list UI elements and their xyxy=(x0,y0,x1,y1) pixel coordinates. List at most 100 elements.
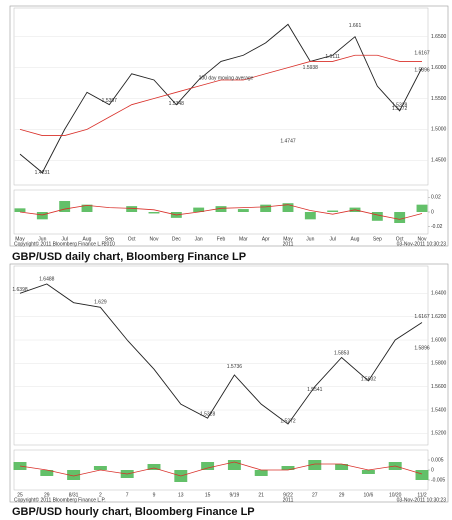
price-line xyxy=(19,54,422,136)
price-annotation: 1.5272 xyxy=(280,418,296,424)
x-tick-label: 25 xyxy=(17,492,23,498)
indicator-bar xyxy=(67,470,81,480)
x-tick-label: Dec xyxy=(172,236,181,242)
indicator-bar xyxy=(193,207,205,212)
y-tick-label: 1.5600 xyxy=(431,384,447,390)
x-tick-label: 21 xyxy=(258,492,264,498)
indicator-bar xyxy=(237,209,249,212)
x-tick-label: 27 xyxy=(312,492,318,498)
chart-caption: GBP/USD daily chart, Bloomberg Finance L… xyxy=(12,251,246,263)
x-tick-label: Feb xyxy=(217,236,226,242)
indicator-bar xyxy=(36,212,48,220)
ma-annotation: 200 day moving average xyxy=(199,75,254,81)
x-tick-label: May xyxy=(283,236,293,242)
indicator-bar xyxy=(126,206,138,212)
y-tick-label: 1.6400 xyxy=(431,291,447,297)
x-tick-label: 13 xyxy=(178,492,184,498)
indicator-bar xyxy=(361,470,375,474)
indicator-bar xyxy=(416,204,428,212)
y-tick-label: 1.5000 xyxy=(431,127,447,133)
y-tick-label: 1.4500 xyxy=(431,158,447,164)
price-annotation: 1.5736 xyxy=(227,364,243,370)
y-tick-label: 1.6000 xyxy=(431,337,447,343)
y-tick-label: 1.6500 xyxy=(431,34,447,40)
timestamp: 03-Nov-2011 10:30:23 xyxy=(397,241,447,247)
copyright: Copyright© 2011 Bloomberg Finance L.P. xyxy=(14,240,106,247)
y-tick-label: 1.5400 xyxy=(431,407,447,413)
x-tick-label: Jan xyxy=(195,236,203,242)
x-tick-label: Jul xyxy=(329,236,335,242)
price-annotation: 1.5541 xyxy=(307,387,323,393)
x-tick-label: Nov xyxy=(150,236,159,242)
y2-tick-label: -0.005 xyxy=(431,477,445,483)
indicator-bar xyxy=(40,470,54,476)
price-annotation: 1.5938 xyxy=(303,65,319,71)
indicator-bar xyxy=(148,212,160,214)
indicator-bar xyxy=(227,460,241,470)
price-annotation: 1.6111 xyxy=(325,54,340,60)
x-tick-label: 29 xyxy=(339,492,345,498)
x-tick-label: 7 xyxy=(126,492,129,498)
price-annotation: 1.629 xyxy=(94,299,107,305)
price-annotation: 1.6167 xyxy=(414,51,430,57)
x-tick-label: Nov xyxy=(418,236,427,242)
copyright: Copyright© 2011 Bloomberg Finance L.P. xyxy=(14,496,106,503)
price-annotation: 1.5272 xyxy=(392,106,408,112)
indicator-bar xyxy=(282,203,294,212)
y-tick-label: 1.5200 xyxy=(431,431,447,437)
y-tick-label: 1.5800 xyxy=(431,361,447,367)
x-tick-label: Aug xyxy=(83,236,92,242)
price-line xyxy=(19,283,423,425)
y2-tick-label: 0 xyxy=(431,209,434,215)
indicator-bar xyxy=(147,464,161,470)
x-tick-label: 10/6 xyxy=(364,492,374,498)
y-tick-label: 1.6000 xyxy=(431,65,447,71)
x-tick-label: Jul xyxy=(61,236,67,242)
y2-tick-label: 0.02 xyxy=(431,195,441,201)
x-tick-label: Aug xyxy=(351,236,360,242)
indicator-bar xyxy=(254,470,268,476)
price-annotation: 1.5853 xyxy=(334,350,350,356)
y2-tick-label: 0.005 xyxy=(431,457,444,463)
indicator-bar xyxy=(394,212,406,223)
indicator-bar xyxy=(215,206,227,212)
price-annotation: 1.5328 xyxy=(200,412,216,418)
x-tick-label: Jun xyxy=(38,236,46,242)
price-annotation: 1.6398 xyxy=(12,287,28,293)
main-panel xyxy=(13,265,429,446)
year-label: 2010 xyxy=(104,241,115,247)
x-tick-label: 10/20 xyxy=(389,492,402,498)
indicator-bar xyxy=(327,210,339,212)
indicator-bar xyxy=(371,212,383,221)
indicator-bar xyxy=(335,464,349,470)
x-tick-label: Jun xyxy=(306,236,314,242)
x-tick-label: 2 xyxy=(99,492,102,498)
signal-line xyxy=(19,461,423,477)
x-tick-label: Sep xyxy=(373,236,382,242)
x-tick-label: Oct xyxy=(396,236,404,242)
indicator-bar xyxy=(304,212,316,220)
price-annotation: 1.5632 xyxy=(361,376,377,382)
x-tick-label: Apr xyxy=(262,236,270,242)
x-tick-label: Sep xyxy=(105,236,114,242)
indicator-bar xyxy=(81,204,93,212)
x-tick-label: 8/31 xyxy=(69,492,79,498)
indicator-bar xyxy=(281,466,295,470)
price-annotation: 1.661 xyxy=(349,23,362,29)
main-panel xyxy=(13,7,429,186)
price-annotation: 1.5348 xyxy=(169,101,185,107)
price-annotation: 1.6488 xyxy=(39,276,55,282)
x-tick-label: 11/2 xyxy=(417,492,427,498)
x-tick-label: Oct xyxy=(128,236,136,242)
price-annotation: 1.4747 xyxy=(280,138,296,144)
indicator-bar xyxy=(308,460,322,470)
signal-line xyxy=(19,204,423,220)
x-tick-label: 9 xyxy=(153,492,156,498)
price-annotation: 1.5328 xyxy=(392,102,408,108)
x-tick-label: 9/19 xyxy=(230,492,240,498)
y2-tick-label: -0.02 xyxy=(431,224,443,230)
price-annotation: 1.6167 xyxy=(414,314,430,320)
indicator-bar xyxy=(415,470,429,480)
indicator-bar xyxy=(14,208,26,212)
